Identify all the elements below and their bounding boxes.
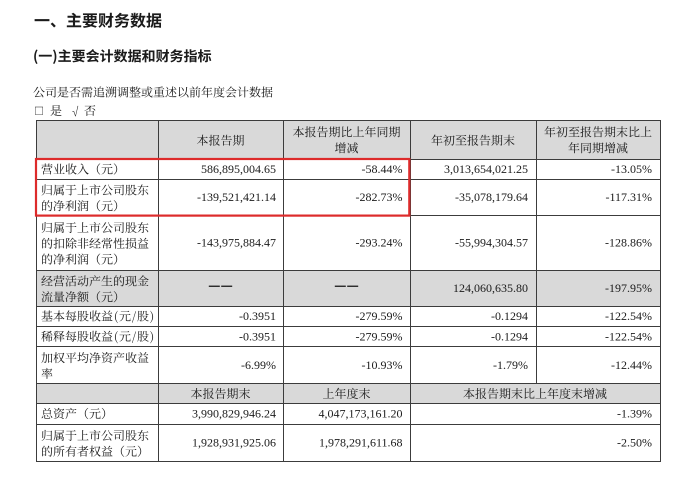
svg-text:586,895,004.65: 586,895,004.65: [201, 162, 276, 176]
svg-text:-122.54%: -122.54%: [605, 309, 652, 323]
svg-text:-1.39%: -1.39%: [617, 407, 652, 421]
svg-text:-0.3951: -0.3951: [239, 309, 276, 323]
svg-text:-128.86%: -128.86%: [605, 236, 652, 250]
svg-text:-1.79%: -1.79%: [493, 358, 528, 372]
svg-text:-0.3951: -0.3951: [239, 329, 276, 343]
svg-text:-293.24%: -293.24%: [356, 236, 403, 250]
svg-text:-6.99%: -6.99%: [241, 358, 276, 372]
svg-text:-117.31%: -117.31%: [605, 190, 652, 204]
svg-text:3,013,654,021.25: 3,013,654,021.25: [444, 162, 528, 176]
svg-text:1,978,291,611.68: 1,978,291,611.68: [319, 436, 403, 450]
svg-text:3,990,829,946.24: 3,990,829,946.24: [192, 407, 276, 421]
svg-text:-12.44%: -12.44%: [611, 358, 652, 372]
svg-text:-13.05%: -13.05%: [611, 162, 652, 176]
svg-text:-0.1294: -0.1294: [491, 329, 528, 343]
svg-text:-122.54%: -122.54%: [605, 329, 652, 343]
svg-text:-279.59%: -279.59%: [356, 329, 403, 343]
svg-text:1,928,931,925.06: 1,928,931,925.06: [192, 436, 276, 450]
svg-text:124,060,635.80: 124,060,635.80: [453, 281, 528, 295]
svg-text:-282.73%: -282.73%: [356, 190, 403, 204]
svg-text:-0.1294: -0.1294: [491, 309, 528, 323]
svg-text:-143,975,884.47: -143,975,884.47: [197, 236, 276, 250]
svg-text:-55,994,304.57: -55,994,304.57: [455, 236, 528, 250]
svg-text:-35,078,179.64: -35,078,179.64: [455, 190, 528, 204]
svg-text:-2.50%: -2.50%: [617, 436, 652, 450]
svg-text:4,047,173,161.20: 4,047,173,161.20: [319, 407, 403, 421]
svg-text:-197.95%: -197.95%: [605, 281, 652, 295]
svg-text:-10.93%: -10.93%: [362, 358, 403, 372]
svg-text:-279.59%: -279.59%: [356, 309, 403, 323]
svg-text:-139,521,421.14: -139,521,421.14: [197, 190, 276, 204]
svg-text:-58.44%: -58.44%: [362, 162, 403, 176]
